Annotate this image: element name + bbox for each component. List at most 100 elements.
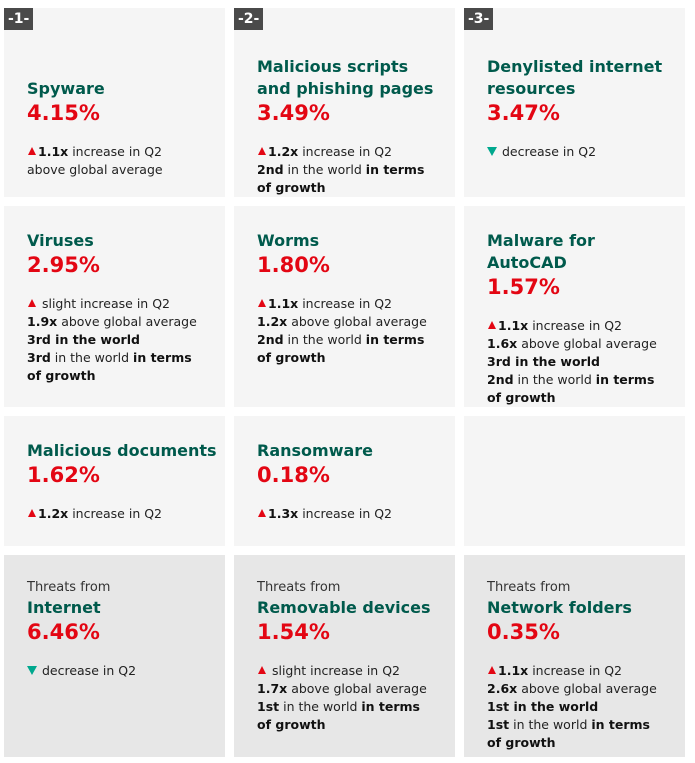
card: -1- Spyware 4.15% 1.1x increase in Q2 above … — [4, 8, 225, 197]
detail-text: decrease in Q2 — [38, 663, 137, 678]
detail-text: 1.2x — [257, 314, 288, 329]
badge: -3- — [464, 8, 494, 30]
detail-text: 1st — [257, 699, 280, 714]
value: 0.18% — [257, 463, 330, 487]
detail-text: of growth — [27, 368, 96, 383]
arrow-down — [27, 666, 37, 675]
detail-text: decrease in Q2 — [498, 144, 597, 159]
value: 6.46% — [27, 620, 100, 644]
card: Viruses 2.95% slight increase in Q2 1.9x a… — [4, 206, 225, 407]
card: Ransomware 0.18% 1.3x increase in Q2 — [234, 416, 455, 546]
arrow-up — [28, 147, 36, 155]
details: decrease in Q2 — [27, 662, 225, 680]
title-line: resources — [487, 79, 576, 98]
detail-text: 2.6x — [487, 681, 518, 696]
detail-text: 1.7x — [257, 681, 288, 696]
card-grid: -1- Spyware 4.15% 1.1x increase in Q2 above … — [4, 8, 685, 757]
detail-line: 1.7x above global average — [257, 680, 455, 698]
value: 1.62% — [27, 463, 100, 487]
detail-text: in the world — [50, 350, 134, 365]
card: -3- Denylisted internet resources 3.47% dec… — [464, 8, 685, 197]
arrow-up — [28, 299, 36, 307]
detail-line: 1.6x above global average — [487, 335, 685, 353]
detail-text: of growth — [487, 735, 556, 750]
detail-text: increase in Q2 — [68, 506, 163, 521]
detail-text: increase in Q2 — [68, 144, 163, 159]
detail-text: 1.3x — [268, 506, 299, 521]
detail-text: of growth — [257, 717, 326, 732]
title-line: and phishing pages — [257, 79, 434, 98]
value: 2.95% — [27, 253, 100, 277]
title-line: Network folders — [487, 598, 632, 617]
title: Spyware — [27, 56, 225, 100]
detail-line: slight increase in Q2 — [257, 662, 455, 680]
detail-text: in terms — [591, 717, 650, 732]
arrow-up — [28, 509, 36, 517]
detail-line: 2nd in the world in terms — [487, 371, 685, 389]
prefix: Threats from — [257, 580, 341, 595]
card: Threats from Removable devices 1.54% sligh… — [234, 555, 455, 757]
arrow-up — [258, 299, 266, 307]
detail-text: above global average — [57, 314, 197, 329]
detail-text: 3rd in the world — [27, 332, 140, 347]
detail-text: 1st in the world — [487, 699, 599, 714]
value: 1.57% — [487, 275, 560, 299]
detail-text: slight increase in Q2 — [268, 663, 400, 678]
title-line: Internet — [27, 598, 101, 617]
badge: -2- — [234, 8, 264, 30]
detail-text: increase in Q2 — [298, 144, 393, 159]
detail-text: 2nd — [257, 332, 284, 347]
detail-text: 3rd in the world — [487, 354, 600, 369]
detail-text: 2nd — [257, 162, 284, 177]
details: decrease in Q2 — [487, 143, 685, 161]
detail-line: 1.2x increase in Q2 — [257, 143, 455, 161]
detail-line: of growth — [257, 716, 455, 734]
detail-text: in the world — [513, 372, 596, 387]
title-line: Malicious documents — [27, 441, 217, 460]
title: Ransomware — [257, 440, 455, 462]
detail-text: in terms — [365, 162, 425, 177]
title-line: AutoCAD — [487, 253, 567, 272]
detail-text: increase in Q2 — [298, 296, 393, 311]
detail-text: 1.1x — [38, 144, 69, 159]
detail-line: 1st in the world in terms — [257, 698, 455, 716]
detail-line: above global average — [27, 161, 225, 179]
arrow-up — [258, 666, 266, 674]
card: Threats from Internet 6.46% decrease in Q2 — [4, 555, 225, 757]
detail-line: of growth — [257, 349, 455, 367]
title: Denylisted internet resources — [487, 56, 685, 100]
detail-line: 2nd in the world in terms — [257, 331, 455, 349]
details: 1.1x increase in Q2 2.6x above global ave… — [487, 662, 685, 752]
title: Removable devices — [257, 597, 455, 619]
detail-line: 1st in the world — [487, 698, 685, 716]
value: 0.35% — [487, 620, 560, 644]
prefix: Threats from — [487, 580, 571, 595]
detail-line: 2nd in the world in terms — [257, 161, 455, 179]
detail-line: 1.2x above global average — [257, 313, 455, 331]
arrow-up — [258, 509, 266, 517]
detail-line: 1.1x increase in Q2 — [487, 317, 685, 335]
detail-line: of growth — [27, 367, 225, 385]
title: Malicious documents — [27, 440, 225, 462]
details: 1.3x increase in Q2 — [257, 505, 455, 523]
detail-line: 1.9x above global average — [27, 313, 225, 331]
detail-text: 2nd — [487, 372, 514, 387]
detail-line: 3rd in the world in terms — [27, 349, 225, 367]
card — [464, 416, 685, 546]
details: slight increase in Q2 1.7x above global a… — [257, 662, 455, 734]
detail-text: in terms — [361, 699, 420, 714]
detail-line: decrease in Q2 — [27, 662, 225, 680]
card: Threats from Network folders 0.35% 1.1x inc… — [464, 555, 685, 757]
detail-text: increase in Q2 — [528, 663, 623, 678]
detail-text: in the world — [283, 332, 366, 347]
detail-text: in terms — [365, 332, 425, 347]
detail-text: in the world — [283, 162, 366, 177]
detail-text: above global average — [517, 681, 657, 696]
title-line: Viruses — [27, 231, 94, 250]
detail-text: slight increase in Q2 — [38, 296, 170, 311]
detail-line: 1.1x increase in Q2 — [487, 662, 685, 680]
card: Worms 1.80% 1.1x increase in Q2 1.2x above … — [234, 206, 455, 407]
detail-text: 1.9x — [27, 314, 58, 329]
details: 1.1x increase in Q2 1.6x above global ave… — [487, 317, 685, 407]
